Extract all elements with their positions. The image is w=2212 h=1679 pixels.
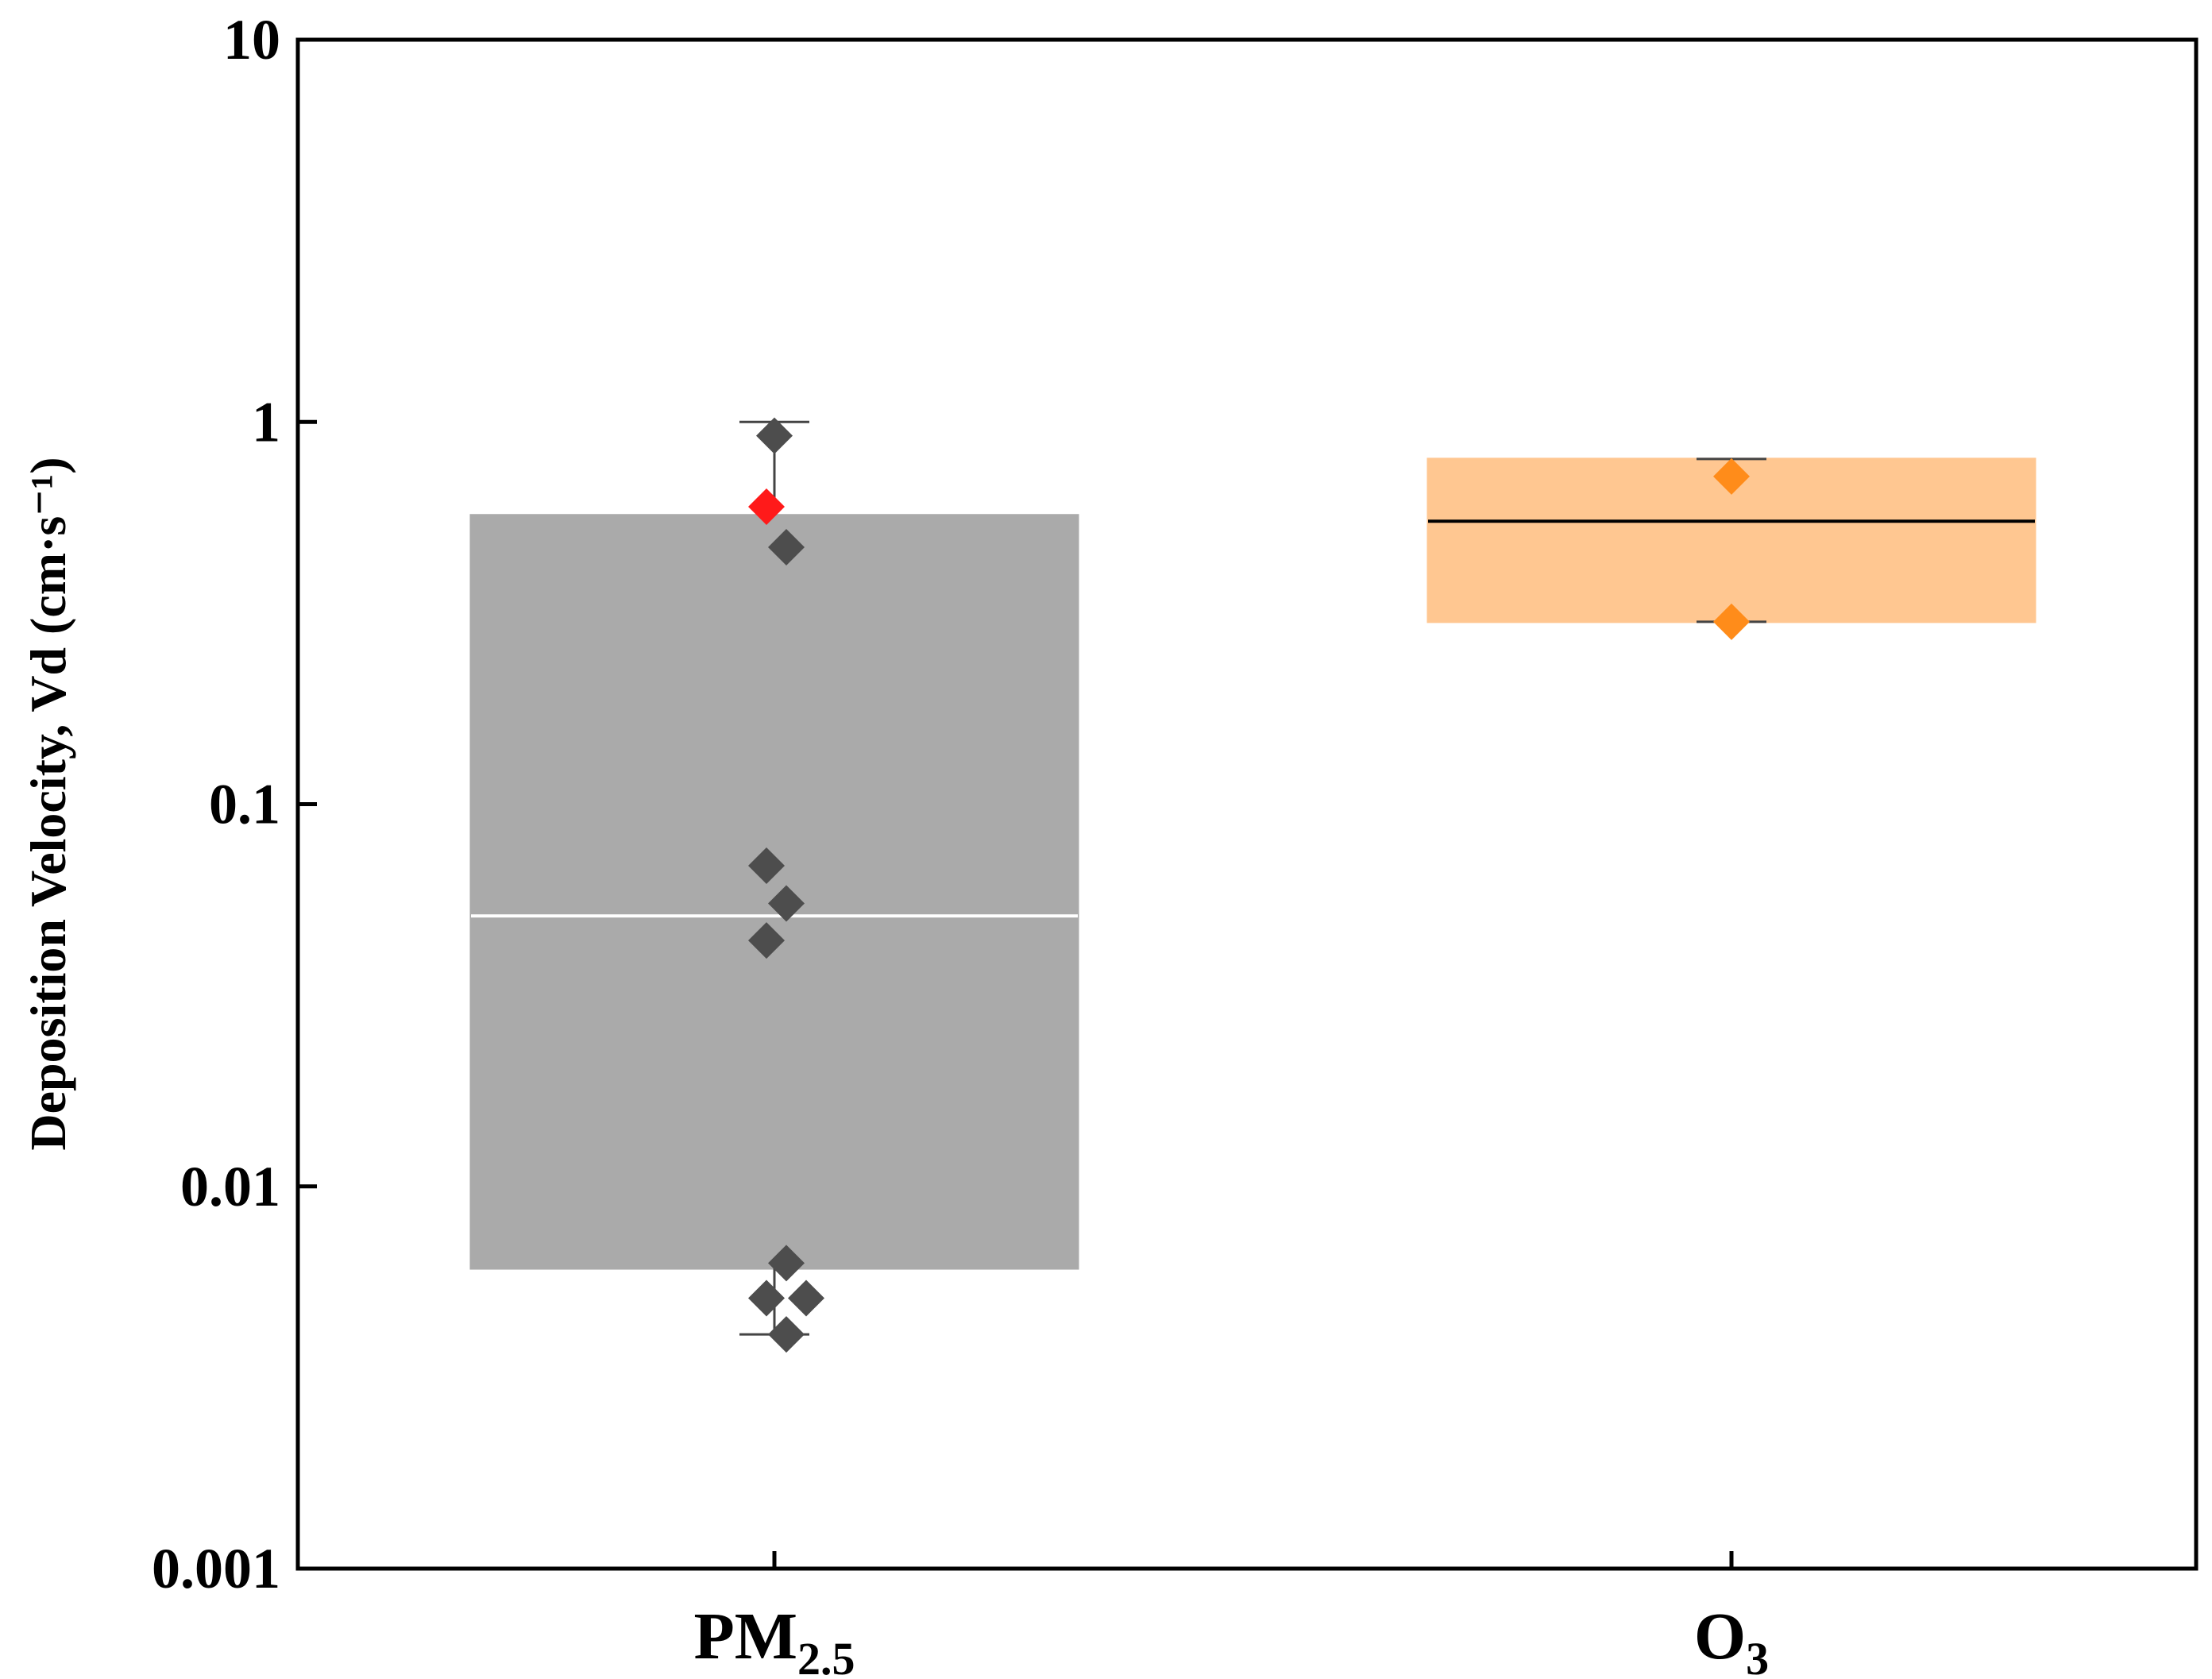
data-point — [768, 1245, 805, 1282]
boxes-layer — [469, 420, 2036, 1336]
data-point — [748, 488, 785, 526]
data-point — [768, 529, 805, 566]
data-point — [756, 417, 793, 454]
category-subscript: 2.5 — [797, 1633, 855, 1679]
box-iqr — [469, 514, 1079, 1270]
x-category-label: O3 — [1694, 1600, 1769, 1679]
x-axis: PM2.5 O3 — [693, 1551, 1769, 1679]
x-category-label: PM2.5 — [693, 1600, 855, 1679]
data-point — [1713, 457, 1750, 495]
y-tick-label: 0.1 — [209, 773, 280, 836]
data-point — [748, 1280, 785, 1317]
y-tick-label: 0.01 — [180, 1155, 280, 1218]
data-point — [768, 1316, 805, 1353]
y-axis: 0.001 0.01 0.1 1 10 — [152, 8, 317, 1600]
y-tick-label: 10 — [223, 8, 280, 71]
data-point — [788, 1280, 824, 1317]
category-subscript: 3 — [1746, 1633, 1769, 1679]
data-point — [748, 847, 785, 885]
y-tick-label: 0.001 — [152, 1537, 280, 1600]
data-point — [748, 922, 785, 959]
data-point — [1713, 603, 1750, 640]
y-axis-title: Deposition Velocity, Vd (cm·s⁻¹) — [20, 457, 76, 1150]
category-main: PM — [693, 1600, 797, 1673]
points-layer — [748, 417, 1750, 1353]
category-main: O — [1694, 1600, 1746, 1673]
y-tick-label: 1 — [252, 390, 280, 454]
data-point — [768, 885, 805, 922]
